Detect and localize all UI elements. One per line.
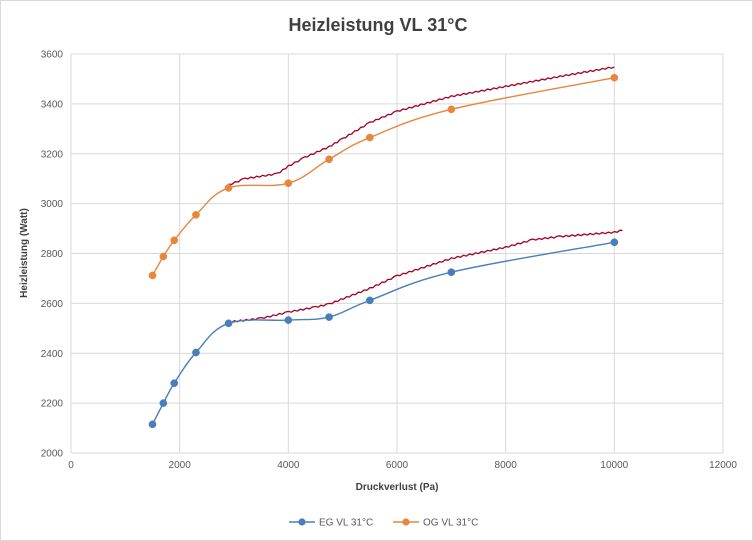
x-tick-label: 12000 — [709, 460, 737, 471]
chart-title: Heizleistung VL 31°C — [289, 15, 468, 35]
x-tick-label: 10000 — [600, 460, 628, 471]
data-point — [192, 210, 200, 219]
data-point — [224, 184, 233, 192]
data-point — [148, 271, 157, 280]
data-point — [365, 296, 374, 305]
x-tick-label: 2000 — [169, 460, 192, 471]
data-point — [284, 179, 293, 188]
x-tick-label: 8000 — [495, 460, 518, 471]
measured-curve — [228, 229, 623, 324]
data-point — [610, 73, 619, 82]
data-point — [170, 236, 179, 245]
grid-lines — [70, 53, 724, 454]
measured-curve — [228, 66, 615, 186]
y-tick-label: 3000 — [41, 199, 64, 210]
overlay-lines — [228, 66, 623, 324]
y-tick-label: 2000 — [41, 449, 64, 460]
x-tick-label: 4000 — [277, 460, 300, 471]
data-point — [325, 155, 333, 164]
data-point — [325, 313, 333, 321]
series-line — [151, 241, 615, 425]
legend-marker — [402, 518, 410, 526]
y-tick-label: 2400 — [41, 349, 64, 360]
x-tick-label: 0 — [68, 460, 74, 471]
x-tick-label: 6000 — [386, 460, 409, 471]
y-axis-label: Heizleistung (Watt) — [19, 208, 30, 298]
legend-marker — [298, 518, 306, 526]
y-tick-label: 2600 — [41, 299, 64, 310]
data-point — [365, 133, 374, 142]
data-point — [159, 399, 168, 407]
legend: EG VL 31°C OG VL 31°C — [289, 518, 478, 529]
tick-labels: 2000 2200 2400 2600 2800 3000 3200 3400 3600 0 200… — [41, 50, 738, 472]
data-point — [224, 319, 233, 328]
data-point — [159, 252, 168, 261]
series-layer — [148, 73, 619, 429]
y-tick-label: 3600 — [41, 50, 64, 61]
legend-label: OG VL 31°C — [423, 518, 478, 529]
y-tick-label: 3200 — [41, 149, 64, 160]
y-tick-label: 2200 — [41, 399, 64, 410]
series-line — [151, 77, 615, 276]
y-tick-label: 2800 — [41, 249, 64, 260]
data-point — [192, 348, 200, 357]
data-point — [170, 379, 179, 388]
x-axis-label: Druckverlust (Pa) — [356, 482, 439, 493]
data-point — [610, 238, 619, 247]
data-point — [148, 420, 157, 429]
data-point — [284, 316, 293, 324]
legend-label: EG VL 31°C — [319, 518, 373, 529]
y-tick-label: 3400 — [41, 99, 64, 110]
data-point — [447, 268, 456, 277]
data-point — [447, 105, 456, 114]
